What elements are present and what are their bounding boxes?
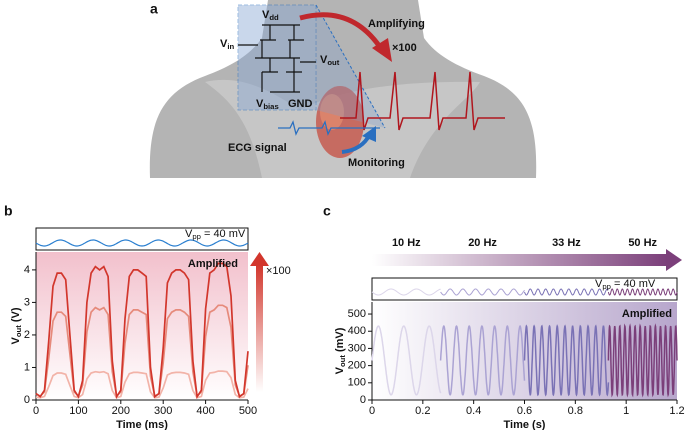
y-tick-label: 0: [24, 394, 30, 406]
y-tick-label: 2: [24, 329, 30, 341]
frequency-label: 33 Hz: [552, 237, 581, 249]
input-signal: [35, 239, 249, 247]
x-tick-label: 400: [196, 405, 214, 417]
panel-label: b: [4, 203, 13, 219]
frequency-label: 10 Hz: [392, 237, 421, 249]
text-part: dd: [269, 13, 279, 22]
x-tick-label: 500: [239, 405, 257, 417]
wave-segment: [439, 325, 526, 396]
text-part: V: [334, 366, 346, 374]
wave-segment: [371, 325, 442, 396]
text-part: in: [227, 42, 234, 51]
text-part: bias: [263, 102, 278, 111]
x-tick-label: 0.2: [415, 405, 430, 417]
line: [35, 262, 249, 400]
circuit-label: Vin: [220, 38, 234, 51]
text-part: V: [256, 98, 264, 110]
y-tick-label: 300: [348, 342, 366, 354]
gain-arrow-head: [250, 252, 269, 266]
y-tick-label: 200: [348, 360, 366, 372]
text-part: (mV): [334, 327, 346, 355]
text-part: V: [320, 54, 328, 66]
annotation: Amplified: [622, 308, 672, 320]
y-tick-label: 0: [360, 394, 366, 406]
input-signal: [371, 288, 441, 296]
text-part: (V): [10, 307, 22, 325]
input-signal: [607, 288, 678, 296]
text-part: out: [14, 325, 23, 337]
frequency-label: 20 Hz: [468, 237, 497, 249]
x-tick-label: 0: [33, 405, 39, 417]
illustration: [149, 0, 537, 178]
text-part: out: [338, 355, 347, 367]
input-frame: [371, 277, 678, 301]
text-part: = 40 mV: [201, 228, 246, 240]
line: [35, 370, 249, 399]
wave-segment: [523, 324, 610, 397]
circuit-label: GND: [288, 98, 313, 110]
wave-segment: [607, 323, 678, 398]
plot-area: [36, 252, 248, 400]
frequency-arrow-head: [666, 249, 682, 271]
y-tick-label: 400: [348, 325, 366, 337]
input-frame: [35, 227, 249, 251]
y-tick-label: 1: [24, 361, 30, 373]
x-axis-label: Time (s): [504, 419, 546, 430]
x-tick-label: 0.6: [517, 405, 532, 417]
annotation: ECG signal: [228, 142, 287, 154]
y-tick-label: 100: [348, 377, 366, 389]
annotation: Monitoring: [348, 157, 405, 169]
panel-label: c: [323, 203, 331, 219]
frequency-arrow: [372, 254, 668, 266]
text-part: pp: [192, 232, 201, 241]
x-tick-label: 200: [112, 405, 130, 417]
input-signal: [440, 288, 525, 296]
x-axis-label: Time (ms): [116, 419, 168, 430]
frequency-label: 50 Hz: [628, 237, 657, 249]
line: [35, 304, 249, 398]
text-part: V: [185, 228, 193, 240]
x-tick-label: 0.8: [568, 405, 583, 417]
input-label: Vpp = 40 mV: [185, 228, 246, 241]
x-tick-label: 0: [369, 405, 375, 417]
x-tick-label: 1: [623, 405, 629, 417]
y-tick-label: 3: [24, 296, 30, 308]
y-tick-label: 4: [24, 264, 30, 276]
text-part: V: [595, 278, 603, 290]
gain-label: ×100: [266, 265, 291, 277]
x-tick-label: 300: [154, 405, 172, 417]
text-part: V: [220, 38, 228, 50]
x-tick-label: 1.2: [669, 405, 684, 417]
circuit-label: Vbias: [256, 98, 279, 111]
y-axis-label: Vout (V): [10, 307, 23, 344]
y-tick-label: 500: [348, 308, 366, 320]
text-part: pp: [602, 282, 611, 291]
text-part: V: [10, 337, 22, 345]
gain-arrow: [256, 264, 263, 392]
input-label: Vpp = 40 mV: [595, 278, 656, 291]
text-part: out: [327, 58, 339, 67]
x-tick-label: 0.4: [466, 405, 481, 417]
circuit-label: Vout: [320, 54, 340, 67]
x-tick-label: 100: [69, 405, 87, 417]
text-part: = 40 mV: [611, 278, 656, 290]
annotation: Amplified: [188, 258, 238, 270]
input-signal: [524, 288, 609, 296]
annotation: ×100: [392, 42, 417, 54]
annotation: Amplifying: [368, 18, 425, 30]
panel-label: a: [150, 1, 158, 17]
text-part: V: [262, 9, 270, 21]
circuit-label: Vdd: [262, 9, 279, 22]
y-axis-label: Vout (mV): [334, 327, 347, 374]
